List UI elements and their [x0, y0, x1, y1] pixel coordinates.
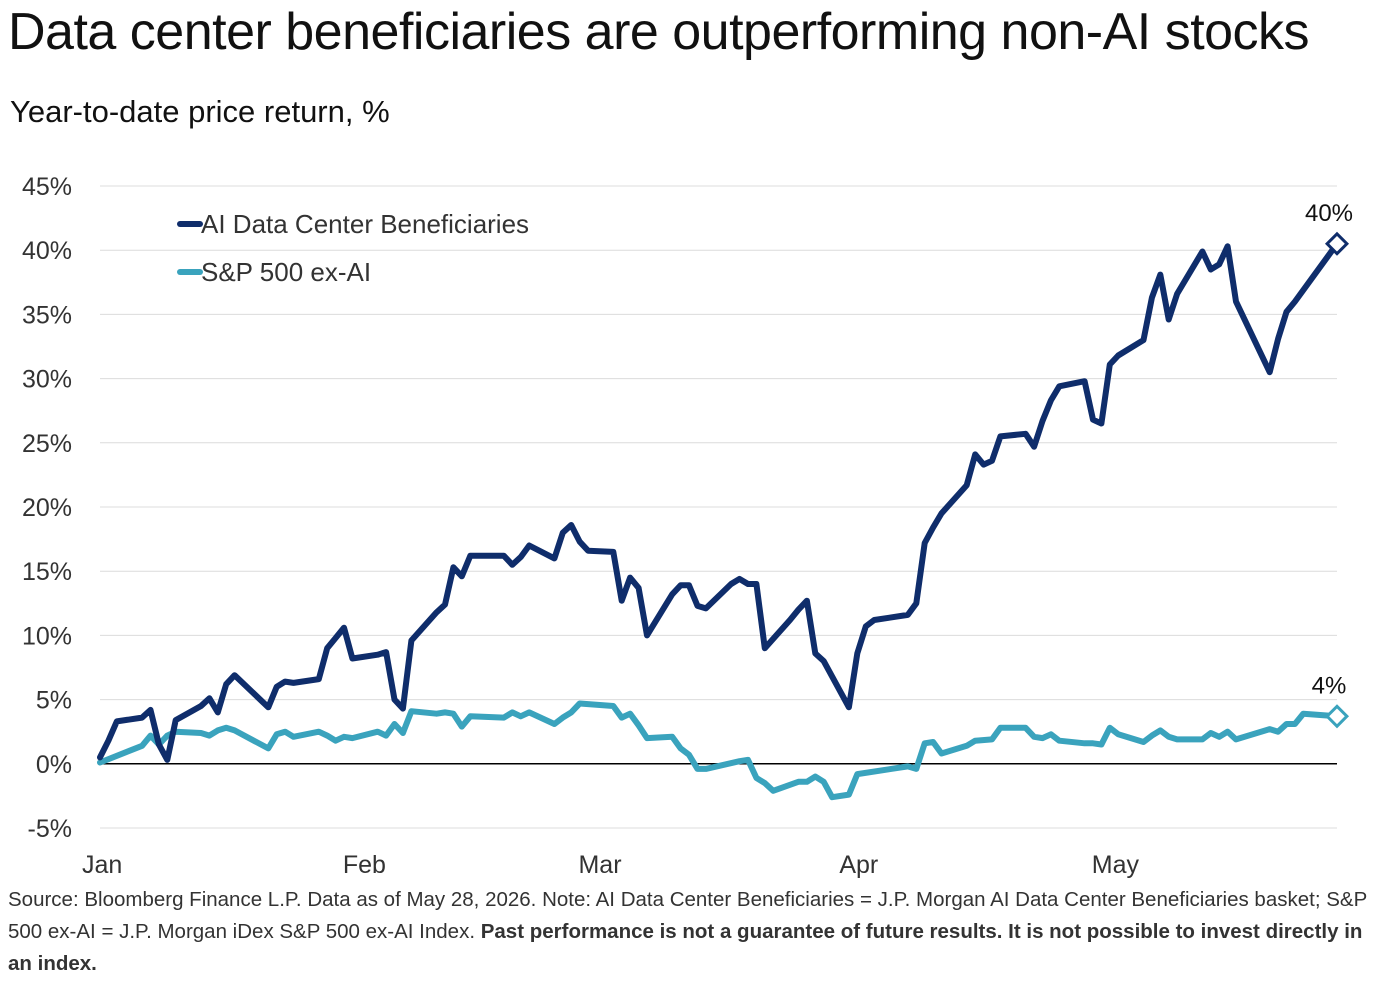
y-tick-label: 40%: [22, 237, 72, 265]
legend: AI Data Center Beneficiaries S&P 500 ex-…: [177, 209, 529, 287]
x-axis-ticks: Jan Feb Mar Apr May: [82, 851, 1140, 879]
end-marker: [1324, 231, 1350, 256]
x-tick-label: Feb: [343, 851, 386, 879]
x-tick-label: May: [1092, 851, 1140, 879]
series-line-sp: [97, 700, 1340, 801]
y-tick-label: 45%: [22, 173, 72, 201]
series-line-ai: [97, 240, 1340, 763]
end-value-label: 40%: [1305, 200, 1353, 227]
chart-subtitle: Year-to-date price return, %: [10, 94, 390, 129]
footnote-text: Source: Bloomberg Finance L.P. Data as o…: [8, 888, 1367, 943]
y-tick-label: 15%: [22, 558, 72, 586]
y-tick-label: 10%: [22, 622, 72, 650]
page-title: Data center beneficiaries are outperform…: [8, 3, 1310, 61]
y-tick-label: 35%: [22, 301, 72, 329]
grid-lines: [100, 185, 1337, 829]
x-tick-label: Jan: [82, 851, 122, 879]
end-labels: 4% 40%: [1305, 200, 1353, 729]
y-tick-label: 30%: [22, 366, 72, 394]
x-tick-label: Mar: [578, 851, 621, 879]
legend-label-sp: S&P 500 ex-AI: [201, 257, 371, 287]
footnote-disclaimer: Past performance is not a guarantee of f…: [8, 920, 1363, 975]
footnote: Source: Bloomberg Finance L.P. Data as o…: [8, 884, 1368, 980]
y-tick-label: 25%: [22, 430, 72, 458]
series-lines: [97, 240, 1340, 801]
y-tick-label: 0%: [36, 751, 72, 779]
legend-label-ai: AI Data Center Beneficiaries: [201, 209, 529, 239]
end-marker: [1324, 704, 1350, 729]
line-chart: 45% 40% 35% 30% 25% 20% 15% 10% 5% 0% -5% Jan Feb Ma…: [22, 173, 1353, 879]
y-tick-label: 5%: [36, 687, 72, 715]
x-tick-label: Apr: [839, 851, 878, 879]
y-tick-label: -5%: [28, 815, 72, 843]
y-axis-ticks: 45% 40% 35% 30% 25% 20% 15% 10% 5% 0% -5%: [22, 173, 72, 843]
end-value-label: 4%: [1312, 672, 1347, 699]
y-tick-label: 20%: [22, 494, 72, 522]
